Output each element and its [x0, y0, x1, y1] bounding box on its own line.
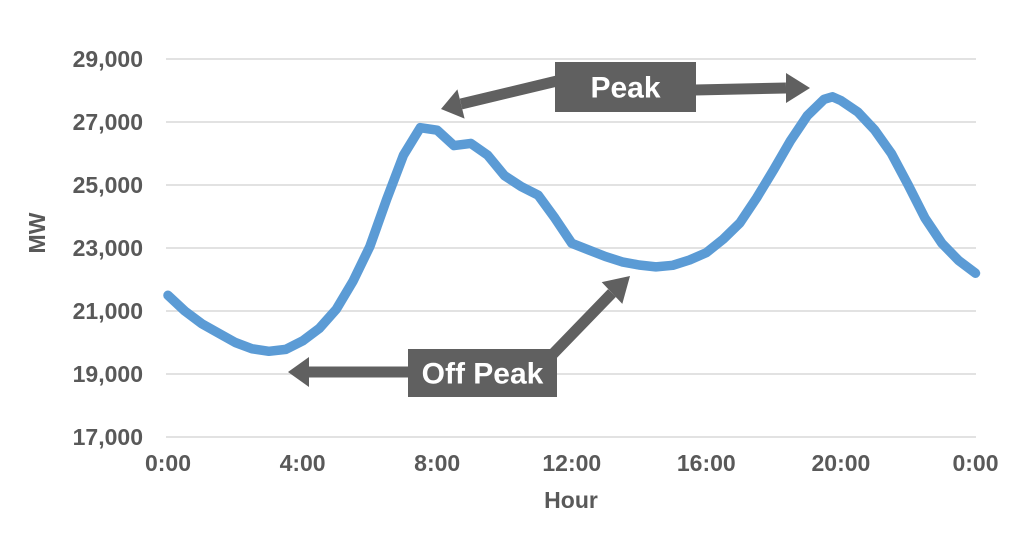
annotation-arrowhead	[288, 357, 309, 387]
y-tick-label: 29,000	[73, 46, 143, 72]
x-tick-label: 8:00	[414, 450, 460, 476]
x-tick-label: 12:00	[542, 450, 601, 476]
demand-line-series	[163, 92, 981, 357]
annotation-arrowhead	[601, 276, 630, 304]
x-tick-label: 0:00	[952, 450, 998, 476]
y-tick-label: 17,000	[73, 424, 143, 450]
annotation-arrow-shaft	[694, 82, 787, 96]
y-tick-label: 27,000	[73, 109, 143, 135]
y-tick-label: 21,000	[73, 298, 143, 324]
annotation-box	[408, 349, 557, 397]
y-axis-title: MW	[24, 212, 50, 253]
x-tick-label: 20:00	[811, 450, 870, 476]
annotation-arrow-shaft	[547, 289, 616, 360]
annotation-box	[555, 62, 696, 112]
x-tick-label: 0:00	[145, 450, 191, 476]
annotation-label: Off Peak	[422, 358, 544, 391]
x-tick-label: 16:00	[677, 450, 736, 476]
annotation-arrow-shaft	[459, 75, 559, 110]
y-tick-label: 23,000	[73, 235, 143, 261]
annotation-label: Peak	[590, 72, 660, 105]
x-tick-label: 4:00	[280, 450, 326, 476]
annotation-arrowhead	[441, 89, 465, 119]
y-tick-label: 19,000	[73, 361, 143, 387]
annotation-arrowhead	[786, 73, 810, 103]
x-axis-title: Hour	[544, 487, 598, 513]
y-tick-label: 25,000	[73, 172, 143, 198]
